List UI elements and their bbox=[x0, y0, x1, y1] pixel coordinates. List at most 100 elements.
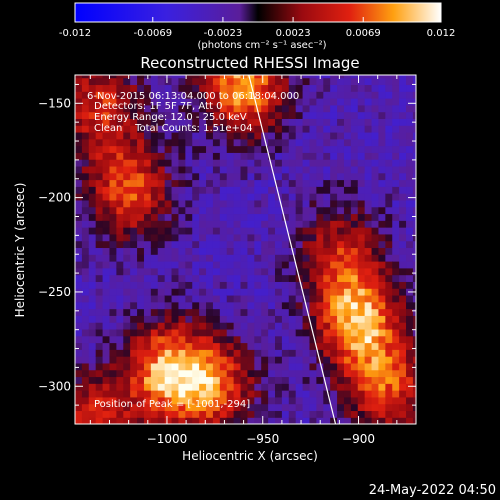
heatmap-cell bbox=[350, 77, 359, 86]
heatmap-cell bbox=[178, 206, 186, 215]
heatmap-cell bbox=[247, 410, 255, 418]
heatmap-cell bbox=[295, 213, 304, 221]
heatmap-cell bbox=[102, 396, 111, 405]
heatmap-cell bbox=[116, 301, 124, 310]
heatmap-cell bbox=[88, 267, 97, 276]
heatmap-cell bbox=[102, 261, 111, 269]
heatmap-cell bbox=[185, 288, 193, 296]
heatmap-cell bbox=[268, 172, 276, 181]
heatmap-cell bbox=[268, 322, 276, 330]
heatmap-cell bbox=[206, 308, 214, 316]
heatmap-cell bbox=[385, 390, 393, 398]
colorbar-tick-label: -0.0023 bbox=[204, 28, 243, 39]
heatmap-cell bbox=[392, 206, 400, 215]
heatmap-cell bbox=[75, 233, 83, 242]
heatmap-cell bbox=[212, 118, 221, 126]
heatmap-cell bbox=[288, 376, 297, 384]
heatmap-cell bbox=[75, 267, 83, 276]
heatmap-cell bbox=[288, 396, 297, 405]
heatmap-cell bbox=[81, 77, 90, 86]
heatmap-cell bbox=[137, 84, 145, 92]
heatmap-cell bbox=[288, 281, 297, 289]
heatmap-cell bbox=[178, 383, 186, 391]
heatmap-cell bbox=[178, 315, 186, 323]
heatmap-cell bbox=[378, 206, 386, 215]
heatmap-cell bbox=[254, 288, 262, 296]
heatmap-cell bbox=[150, 281, 159, 289]
heatmap-cell bbox=[412, 294, 416, 303]
heatmap-cell bbox=[295, 417, 304, 424]
heatmap-cell bbox=[399, 104, 407, 113]
heatmap-cell bbox=[157, 172, 166, 181]
heatmap-cell bbox=[268, 98, 276, 106]
heatmap-cell bbox=[206, 179, 214, 187]
heatmap-cell bbox=[192, 172, 200, 181]
heatmap-cell bbox=[392, 152, 400, 160]
heatmap-cell bbox=[281, 227, 290, 235]
heatmap-cell bbox=[137, 247, 145, 255]
heatmap-cell bbox=[281, 390, 290, 398]
heatmap-cell bbox=[130, 383, 138, 391]
heatmap-cell bbox=[392, 356, 400, 364]
heatmap-cell bbox=[323, 267, 331, 276]
heatmap-cell bbox=[185, 247, 193, 255]
heatmap-cell bbox=[357, 356, 366, 364]
heatmap-cell bbox=[254, 390, 262, 398]
heatmap-cell bbox=[81, 199, 90, 208]
heatmap-cell bbox=[385, 84, 393, 92]
heatmap-cell bbox=[254, 233, 262, 242]
heatmap-cell bbox=[247, 342, 255, 350]
heatmap-cell bbox=[219, 152, 228, 160]
heatmap-cell bbox=[233, 172, 242, 181]
heatmap-cell bbox=[199, 159, 207, 167]
colorbar-tick-label: 0.0023 bbox=[276, 28, 311, 39]
heatmap-cell bbox=[261, 322, 269, 330]
heatmap-cell bbox=[247, 376, 255, 384]
heatmap-cell bbox=[171, 383, 180, 391]
heatmap-cell bbox=[164, 104, 173, 113]
heatmap-cell bbox=[130, 308, 138, 316]
heatmap-cell bbox=[81, 118, 90, 126]
heatmap-cell bbox=[254, 362, 262, 371]
heatmap-cell bbox=[343, 254, 352, 262]
heatmap-cell bbox=[212, 335, 221, 344]
heatmap-cell bbox=[226, 349, 235, 357]
heatmap-cell bbox=[143, 328, 152, 337]
heatmap-cell bbox=[295, 390, 304, 398]
heatmap-cell bbox=[123, 335, 131, 344]
heatmap-cell bbox=[178, 288, 186, 296]
heatmap-cell bbox=[247, 165, 255, 174]
heatmap-cell bbox=[295, 281, 304, 289]
heatmap-cell bbox=[102, 199, 111, 208]
heatmap-cell bbox=[357, 159, 366, 167]
heatmap-cell bbox=[281, 118, 290, 126]
heatmap-cell bbox=[281, 179, 290, 187]
heatmap-cell bbox=[295, 186, 304, 194]
heatmap-cell bbox=[233, 75, 242, 79]
heatmap-cell bbox=[254, 247, 262, 255]
heatmap-cell bbox=[81, 220, 90, 228]
heatmap-cell bbox=[130, 417, 138, 424]
heatmap-cell bbox=[116, 77, 124, 86]
heatmap-cell bbox=[116, 131, 124, 140]
heatmap-cell bbox=[95, 104, 104, 113]
heatmap-cell bbox=[137, 267, 145, 276]
heatmap-cell bbox=[337, 362, 345, 371]
heatmap-cell bbox=[178, 254, 186, 262]
heatmap-cell bbox=[275, 233, 283, 242]
heatmap-cell bbox=[302, 125, 311, 133]
heatmap-cell bbox=[343, 206, 352, 215]
heatmap-cell bbox=[385, 159, 393, 167]
heatmap-cell bbox=[309, 403, 317, 412]
heatmap-cell bbox=[295, 125, 304, 133]
heatmap-cell bbox=[406, 220, 414, 228]
heatmap-cell bbox=[392, 362, 400, 371]
heatmap-cell bbox=[102, 186, 111, 194]
heatmap-cell bbox=[399, 417, 407, 424]
heatmap-cell bbox=[212, 294, 221, 303]
heatmap-cell bbox=[385, 356, 393, 364]
heatmap-cell bbox=[75, 152, 83, 160]
heatmap-cell bbox=[164, 335, 173, 344]
heatmap-cell bbox=[406, 145, 414, 153]
heatmap-cell bbox=[385, 220, 393, 228]
